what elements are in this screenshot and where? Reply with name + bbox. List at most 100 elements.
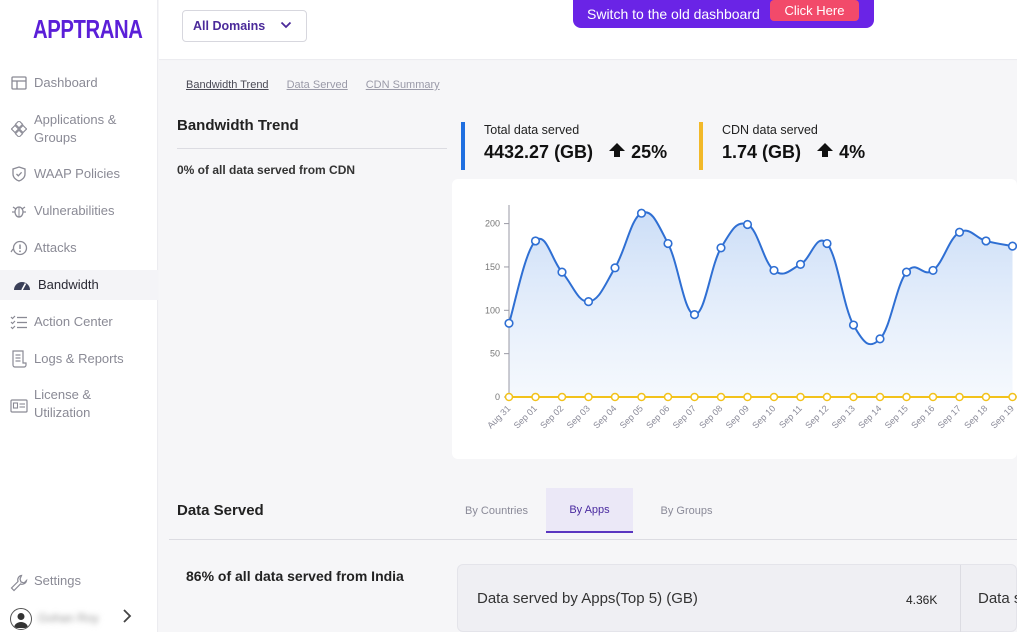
cdn-data-point[interactable] bbox=[690, 392, 699, 402]
y-tick-label: 50 bbox=[490, 349, 500, 359]
stat-cdn-data: CDN data served 1.74 (GB) 4% bbox=[699, 122, 865, 170]
wrench-icon bbox=[10, 574, 28, 592]
stat-change: 4% bbox=[839, 142, 866, 162]
stat-label: CDN data served bbox=[722, 123, 818, 137]
stat-value: 1.74 (GB) 4% bbox=[722, 142, 865, 163]
total-data-point[interactable] bbox=[769, 265, 779, 276]
sidebar-item-label: Action Center bbox=[34, 314, 113, 329]
total-data-point[interactable] bbox=[663, 238, 673, 249]
total-data-point[interactable] bbox=[557, 267, 567, 277]
cdn-data-point[interactable] bbox=[875, 392, 885, 402]
cdn-data-point[interactable] bbox=[610, 392, 620, 402]
x-tick-label: Sep 15 bbox=[883, 403, 910, 430]
sidebar-item-label: Dashboard bbox=[34, 75, 98, 90]
link-bandwidth-trend[interactable]: Bandwidth Trend bbox=[186, 79, 269, 91]
tab-by-apps[interactable]: By Apps bbox=[546, 488, 633, 533]
domain-select[interactable]: All Domains bbox=[182, 10, 307, 42]
main-content: Bandwidth Trend Data Served CDN Summary … bbox=[159, 61, 1017, 632]
license-icon bbox=[10, 397, 28, 415]
cdn-data-point[interactable] bbox=[1008, 392, 1017, 402]
section-links: Bandwidth Trend Data Served CDN Summary bbox=[186, 79, 440, 91]
sidebar-item-bandwidth[interactable]: Bandwidth bbox=[0, 270, 158, 300]
link-data-served[interactable]: Data Served bbox=[286, 79, 348, 91]
chevron-right-icon[interactable] bbox=[122, 609, 132, 628]
tab-by-countries[interactable]: By Countries bbox=[465, 504, 528, 517]
sidebar-item-label: WAAP Policies bbox=[34, 166, 120, 181]
stat-value: 4432.27 (GB) 25% bbox=[484, 142, 667, 163]
chevron-down-icon bbox=[280, 19, 292, 34]
cdn-data-point[interactable] bbox=[769, 392, 779, 402]
y-tick-label: 150 bbox=[485, 262, 500, 272]
cdn-data-point[interactable] bbox=[716, 392, 726, 402]
y-tick-label: 100 bbox=[485, 305, 500, 315]
cdn-data-point[interactable] bbox=[849, 392, 858, 402]
x-tick-label: Sep 01 bbox=[512, 403, 539, 430]
cdn-data-point[interactable] bbox=[743, 392, 752, 402]
checklist-icon bbox=[10, 313, 28, 331]
india-note: 86% of all data served from India bbox=[186, 568, 404, 584]
x-tick-label: Sep 16 bbox=[909, 403, 936, 430]
total-data-point[interactable] bbox=[583, 297, 594, 307]
cdn-data-point[interactable] bbox=[637, 392, 646, 402]
stat-change: 25% bbox=[631, 142, 668, 162]
total-data-point[interactable] bbox=[822, 238, 832, 249]
total-data-point[interactable] bbox=[928, 265, 938, 276]
next-card-title: Data s bbox=[978, 590, 1017, 607]
link-cdn-summary[interactable]: CDN Summary bbox=[365, 79, 440, 91]
apptrana-logo[interactable]: APPTRANA bbox=[33, 14, 143, 44]
x-tick-label: Sep 10 bbox=[750, 403, 777, 430]
divider bbox=[960, 565, 961, 632]
cdn-note: 0% of all data served from CDN bbox=[177, 163, 356, 177]
cdn-data-point[interactable] bbox=[531, 392, 540, 402]
total-data-point[interactable] bbox=[875, 334, 885, 344]
click-here-button[interactable]: Click Here bbox=[770, 0, 859, 21]
cdn-data-point[interactable] bbox=[902, 392, 911, 402]
divider bbox=[169, 539, 1017, 540]
total-data-point[interactable] bbox=[636, 208, 647, 218]
total-data-point[interactable] bbox=[1007, 241, 1017, 251]
x-tick-label: Sep 19 bbox=[989, 403, 1016, 430]
total-data-point[interactable] bbox=[716, 243, 726, 253]
data-served-title: Data Served bbox=[177, 502, 264, 519]
cdn-data-point[interactable] bbox=[584, 392, 593, 402]
gauge-icon bbox=[13, 276, 31, 294]
total-data-point[interactable] bbox=[901, 267, 912, 277]
avatar[interactable] bbox=[10, 608, 32, 630]
x-tick-label: Sep 05 bbox=[618, 403, 645, 430]
stat-label: Total data served bbox=[484, 123, 580, 137]
cdn-data-point[interactable] bbox=[928, 392, 938, 402]
total-data-point[interactable] bbox=[795, 259, 806, 269]
total-data-point[interactable] bbox=[689, 310, 700, 320]
apps-card-title: Data served by Apps(Top 5) (GB) bbox=[477, 590, 698, 607]
total-data-point[interactable] bbox=[981, 236, 991, 246]
x-tick-label: Sep 04 bbox=[591, 403, 618, 430]
arrow-up-icon bbox=[608, 142, 626, 163]
y-tick-label: 200 bbox=[485, 219, 500, 229]
cdn-data-point[interactable] bbox=[796, 392, 805, 402]
total-data-point[interactable] bbox=[530, 236, 541, 246]
cdn-data-point[interactable] bbox=[557, 392, 567, 402]
total-data-point[interactable] bbox=[610, 263, 620, 273]
arrow-up-icon bbox=[816, 142, 834, 163]
total-data-point[interactable] bbox=[742, 219, 753, 230]
total-data-point[interactable] bbox=[504, 318, 514, 328]
total-data-point[interactable] bbox=[848, 320, 859, 330]
x-tick-label: Sep 02 bbox=[538, 403, 565, 430]
cdn-data-point[interactable] bbox=[663, 392, 673, 402]
x-tick-label: Sep 12 bbox=[803, 403, 830, 430]
cdn-data-point[interactable] bbox=[955, 392, 964, 402]
dashboard-icon bbox=[10, 74, 28, 92]
cdn-data-point[interactable] bbox=[504, 392, 514, 402]
tab-by-groups[interactable]: By Groups bbox=[660, 504, 713, 517]
report-icon bbox=[10, 350, 28, 368]
shield-icon bbox=[10, 165, 28, 183]
total-data-point[interactable] bbox=[954, 227, 965, 237]
bandwidth-trend-title: Bandwidth Trend bbox=[177, 117, 299, 134]
sidebar-item-label: Logs & Reports bbox=[34, 351, 124, 366]
cdn-data-point[interactable] bbox=[822, 392, 832, 402]
old-dashboard-banner: Switch to the old dashboard Click Here bbox=[573, 0, 874, 28]
cdn-data-point[interactable] bbox=[981, 392, 991, 402]
x-tick-label: Sep 13 bbox=[830, 403, 857, 430]
sidebar-item-label: License & Utilization bbox=[34, 387, 92, 420]
